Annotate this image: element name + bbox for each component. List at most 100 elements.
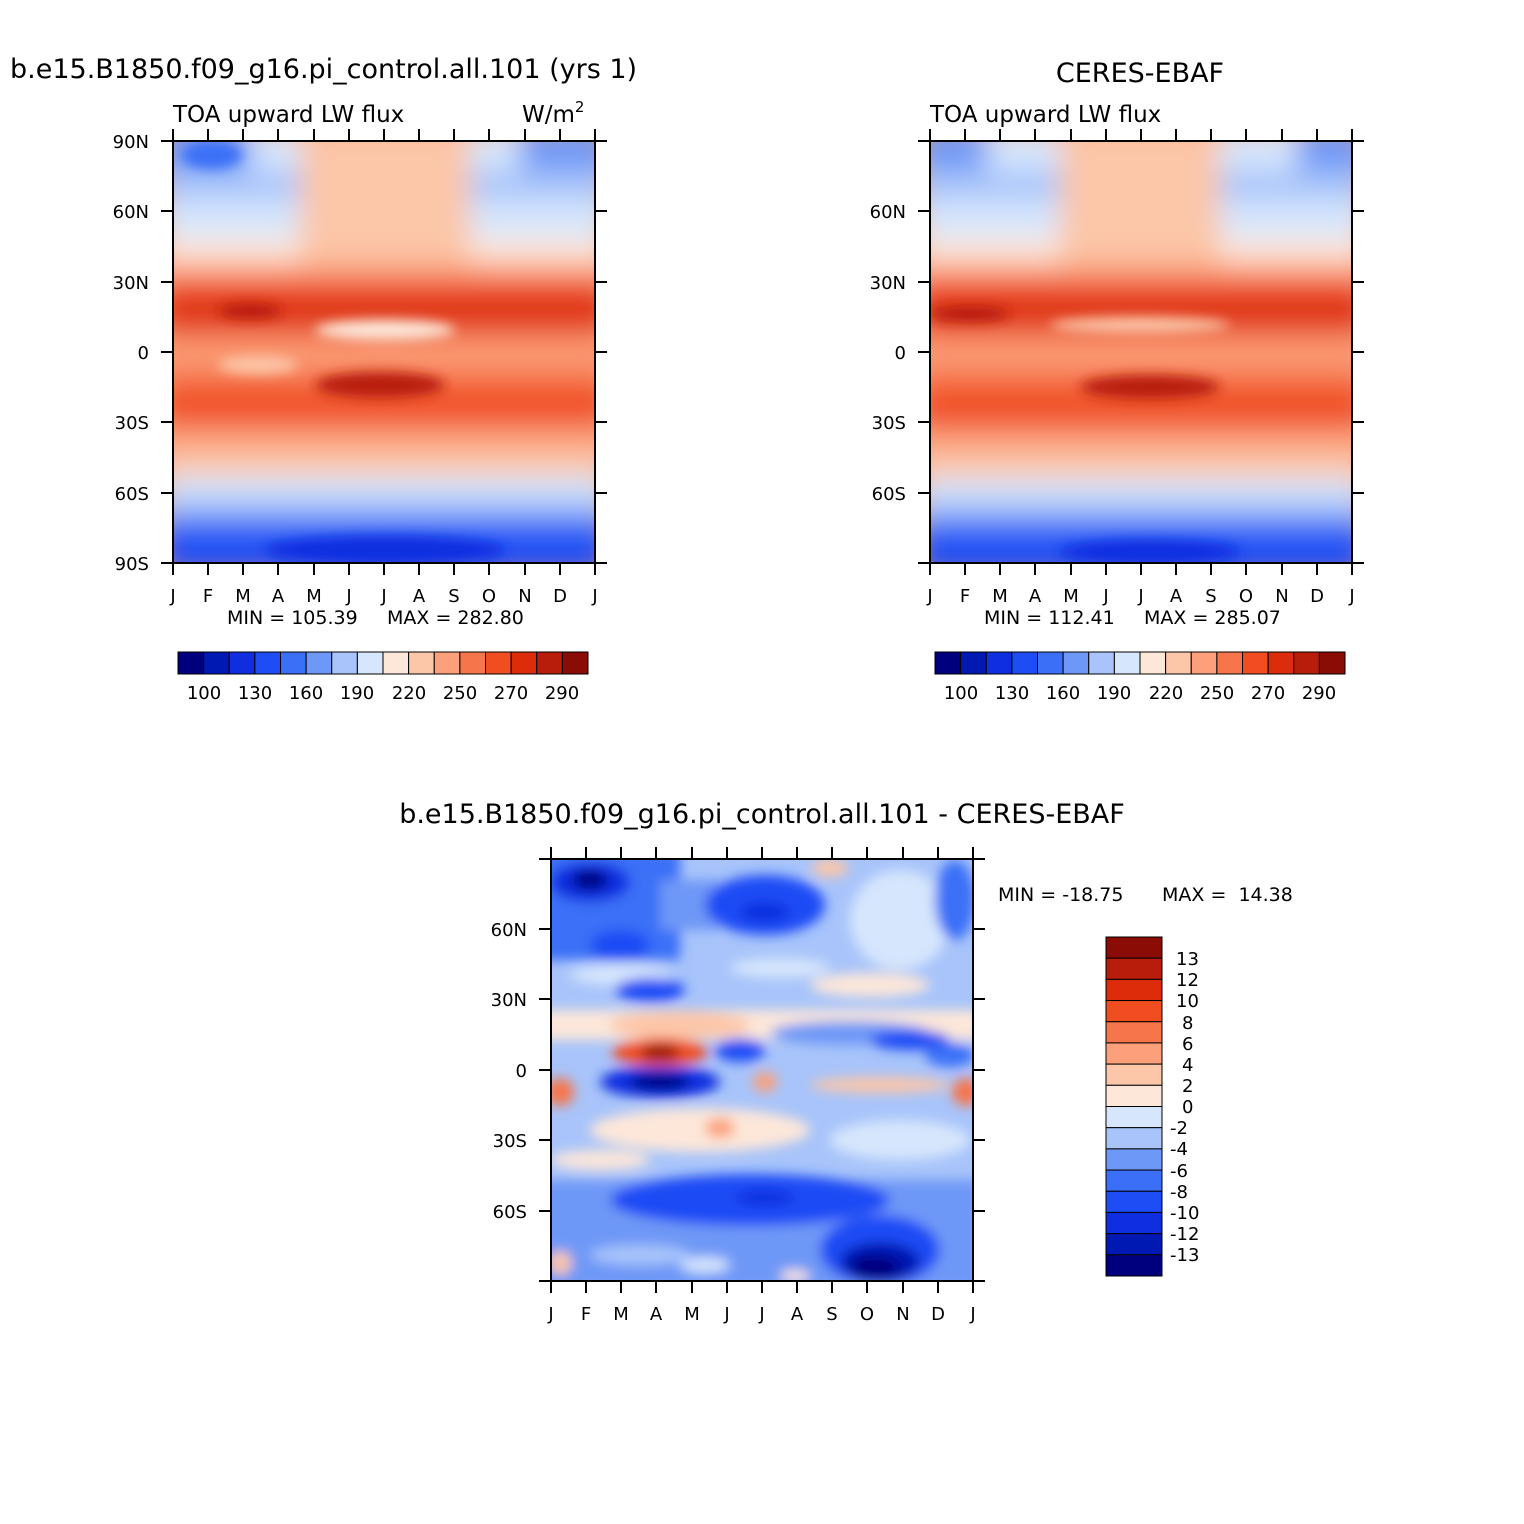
colorbar-label: 160 <box>1046 683 1080 704</box>
colorbar-label: 220 <box>1149 683 1183 704</box>
y-tick-label: 30S <box>493 1131 527 1152</box>
model-min-label: MIN = 105.39 <box>227 607 358 629</box>
x-tick-label: S <box>826 1304 837 1325</box>
colorbar-swatch <box>1088 651 1115 675</box>
model-max-label: MAX = 282.80 <box>387 607 524 629</box>
colorbar-label: 270 <box>494 683 528 704</box>
obs-min-label: MIN = 112.41 <box>984 607 1115 629</box>
x-tick-label: M <box>613 1304 629 1325</box>
model-colorbar-labels: 100 130 160 190 220 250 270 290 <box>187 683 579 704</box>
x-tick-label: N <box>1275 586 1288 607</box>
colorbar-swatch <box>934 651 962 675</box>
colorbar-swatch <box>1062 651 1090 675</box>
x-tick-label: J <box>547 1304 553 1325</box>
obs-max-label: MAX = 285.07 <box>1144 607 1281 629</box>
x-tick-label: J <box>758 1304 764 1325</box>
obs-heatmap <box>930 141 1352 563</box>
colorbar-swatch <box>1105 1127 1163 1150</box>
x-tick-label: J <box>1348 586 1354 607</box>
colorbar-label: -13 <box>1170 1245 1199 1266</box>
colorbar-swatch <box>1242 651 1269 675</box>
colorbar-swatch <box>1105 978 1163 1002</box>
colorbar-swatch <box>1105 1084 1163 1107</box>
colorbar-swatch <box>1267 651 1295 675</box>
x-tick-label: N <box>518 586 531 607</box>
obs-axes <box>918 140 1364 564</box>
colorbar-swatch <box>459 651 486 675</box>
colorbar-swatch <box>1105 1211 1163 1235</box>
x-tick-label: N <box>896 1304 909 1325</box>
colorbar-swatch <box>1105 1063 1163 1086</box>
model-title: b.e15.B1850.f09_g16.pi_control.all.101 (… <box>10 54 637 85</box>
colorbar-swatch <box>356 651 384 675</box>
colorbar-swatch <box>1105 1233 1163 1256</box>
colorbar-swatch <box>1105 1021 1163 1044</box>
colorbar-label: 13 <box>1176 949 1199 970</box>
colorbar-swatch <box>1105 1169 1163 1192</box>
colorbar-swatch <box>510 651 538 675</box>
y-tick-label: 30N <box>491 990 527 1011</box>
obs-colorbar-labels: 100 130 160 190 220 250 270 290 <box>944 683 1336 704</box>
y-tick-label: 30N <box>870 273 906 294</box>
y-tick-label: 30S <box>115 413 149 434</box>
colorbar-swatch <box>1105 957 1163 980</box>
diff-axes <box>539 858 985 1282</box>
colorbar-label: -2 <box>1170 1118 1188 1139</box>
diff-ylabels: 60N 30N 0 30S 60S <box>491 920 527 1223</box>
colorbar-swatch <box>1105 1254 1163 1277</box>
y-tick-label: 60N <box>870 202 906 223</box>
x-tick-label: A <box>1170 586 1183 607</box>
colorbar-swatch <box>1105 936 1163 959</box>
colorbar-swatch <box>1165 651 1192 675</box>
colorbar-label: 290 <box>1302 683 1336 704</box>
colorbar-swatch <box>203 651 230 675</box>
x-tick-label: A <box>1029 586 1042 607</box>
obs-xticks <box>929 129 1353 575</box>
colorbar-label: 190 <box>340 683 374 704</box>
y-tick-label: 30S <box>872 413 906 434</box>
colorbar-label: 190 <box>1097 683 1131 704</box>
colorbar-swatch <box>280 651 307 675</box>
colorbar-swatch <box>1318 651 1346 675</box>
x-tick-label: O <box>1239 586 1253 607</box>
colorbar-swatch <box>1105 1190 1163 1213</box>
diff-title: b.e15.B1850.f09_g16.pi_control.all.101 -… <box>399 799 1125 830</box>
x-tick-label: F <box>960 586 970 607</box>
y-tick-label: 60S <box>872 484 906 505</box>
x-tick-label: J <box>1102 586 1108 607</box>
y-tick-label: 0 <box>516 1061 527 1082</box>
colorbar-label: 250 <box>443 683 477 704</box>
model-axes <box>161 140 607 564</box>
x-tick-label: D <box>1310 586 1324 607</box>
diff-colorbar <box>1105 936 1163 1277</box>
x-tick-label: M <box>992 586 1008 607</box>
colorbar-label: 160 <box>289 683 323 704</box>
colorbar-swatch <box>254 651 281 675</box>
colorbar-swatch <box>331 651 358 675</box>
x-tick-label: J <box>723 1304 729 1325</box>
obs-ylabels: 60N 30N 0 30S 60S <box>870 202 906 505</box>
colorbar-label: 130 <box>995 683 1029 704</box>
y-tick-label: 30N <box>113 273 149 294</box>
colorbar-swatch <box>1037 651 1064 675</box>
colorbar-label: 130 <box>238 683 272 704</box>
diff-heatmap <box>551 859 973 1281</box>
obs-xlabels: J F M A M J J A S O N D J <box>926 586 1354 607</box>
colorbar-label: -8 <box>1170 1182 1188 1203</box>
colorbar-label: 8 <box>1182 1013 1193 1034</box>
colorbar-swatch <box>1105 1106 1163 1129</box>
diff-max-label: MAX = 14.38 <box>1162 884 1293 906</box>
colorbar-label: 100 <box>944 683 978 704</box>
diff-xticks <box>550 847 974 1293</box>
colorbar-label: -4 <box>1170 1139 1188 1160</box>
colorbar-swatch <box>485 651 512 675</box>
colorbar-label: 290 <box>545 683 579 704</box>
colorbar-swatch <box>1293 651 1320 675</box>
colorbar-swatch <box>1139 651 1167 675</box>
x-tick-label: J <box>969 1304 975 1325</box>
model-units: W/m2 <box>522 98 584 128</box>
x-tick-label: M <box>684 1304 700 1325</box>
colorbar-swatch <box>177 651 205 675</box>
colorbar-label: 10 <box>1176 991 1199 1012</box>
